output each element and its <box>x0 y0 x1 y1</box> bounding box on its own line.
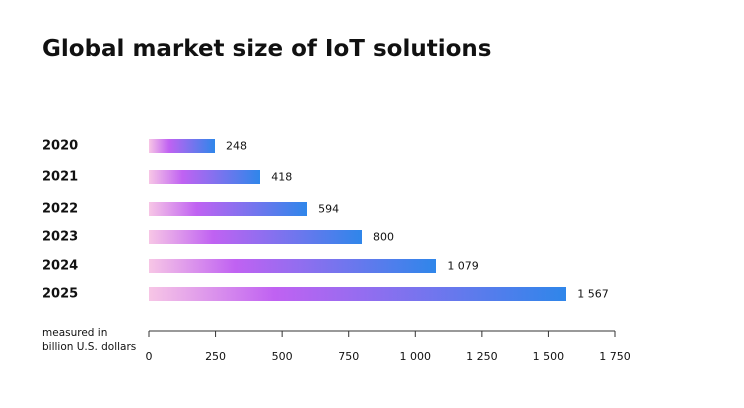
bar-2024 <box>149 259 437 273</box>
bar-2020 <box>149 139 216 153</box>
x-axis-title: measured in billion U.S. dollars <box>42 326 136 354</box>
x-tick-label-1500: 1 500 <box>532 350 565 363</box>
x-tick-label-500: 500 <box>271 350 293 363</box>
bar-2021 <box>149 170 261 184</box>
value-label-2021: 418 <box>271 170 293 184</box>
x-axis-title-line-2: billion U.S. dollars <box>42 341 137 353</box>
year-label-2022: 2022 <box>42 201 79 217</box>
year-label-2025: 2025 <box>42 286 79 302</box>
year-label-2024: 2024 <box>42 258 79 274</box>
x-tick-label-750: 750 <box>338 350 360 363</box>
x-tick-label-1000: 1 000 <box>399 350 432 363</box>
value-label-2025: 1 567 <box>577 287 609 301</box>
chart-title: Global market size of IoT solutions <box>42 36 492 62</box>
bar-2022 <box>149 202 308 216</box>
x-tick-label-1750: 1 750 <box>599 350 631 363</box>
x-tick-label-250: 250 <box>205 350 227 363</box>
year-label-2020: 2020 <box>42 138 79 154</box>
value-label-2024: 1 079 <box>447 259 479 273</box>
x-tick-label-0: 0 <box>145 350 153 363</box>
value-label-2020: 248 <box>226 139 248 153</box>
year-label-2023: 2023 <box>42 229 79 245</box>
bar-2025 <box>149 287 567 301</box>
value-label-2023: 800 <box>373 230 395 244</box>
x-axis-title-line-1: measured in <box>42 327 108 339</box>
year-label-2021: 2021 <box>42 169 79 185</box>
x-tick-label-1250: 1 250 <box>466 350 498 363</box>
value-label-2022: 594 <box>318 202 340 216</box>
bar-2023 <box>149 230 363 244</box>
